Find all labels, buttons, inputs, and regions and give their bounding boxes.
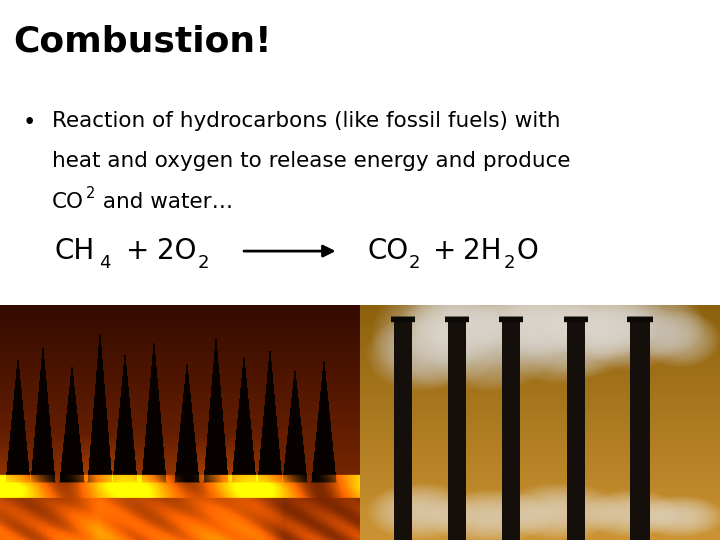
Text: Reaction of hydrocarbons (like fossil fuels) with: Reaction of hydrocarbons (like fossil fu… <box>52 111 560 131</box>
Text: CO: CO <box>367 237 408 265</box>
Text: 2: 2 <box>86 186 95 201</box>
Text: O: O <box>517 237 539 265</box>
Text: Combustion!: Combustion! <box>13 24 271 58</box>
Text: and water…: and water… <box>96 192 233 212</box>
Text: +: + <box>126 237 149 265</box>
Text: 2H: 2H <box>463 237 501 265</box>
Text: 2: 2 <box>409 254 420 272</box>
Text: CH: CH <box>54 237 94 265</box>
Text: 4: 4 <box>99 254 111 272</box>
Text: CO: CO <box>52 192 84 212</box>
Text: 2: 2 <box>198 254 210 272</box>
Text: +: + <box>433 237 456 265</box>
Text: 2O: 2O <box>157 237 197 265</box>
Text: 2: 2 <box>504 254 516 272</box>
Text: •: • <box>23 111 37 134</box>
Text: heat and oxygen to release energy and produce: heat and oxygen to release energy and pr… <box>52 151 570 171</box>
